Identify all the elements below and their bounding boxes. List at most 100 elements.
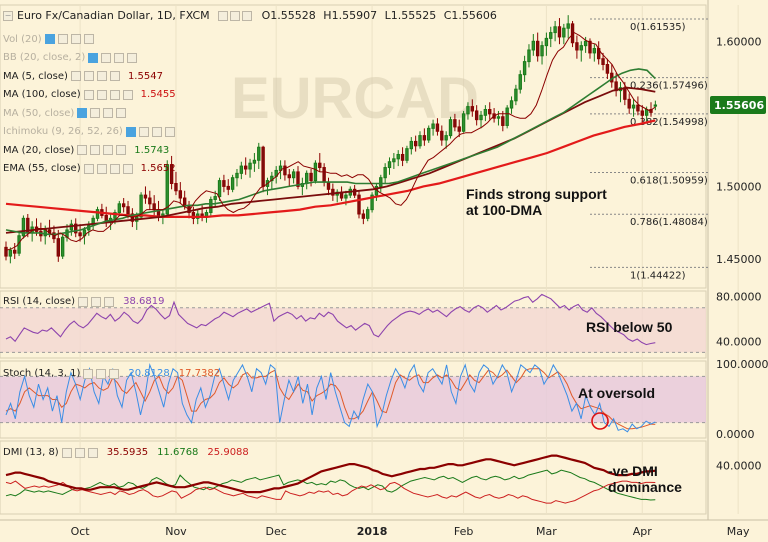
time-tick-label: 2018 [357,525,388,538]
candle-body [653,104,658,107]
close-icon[interactable] [109,71,120,81]
settings-icon[interactable] [57,34,68,44]
indicator-row[interactable]: MA (20, close) 1.5743 [3,143,169,157]
collapse-icon[interactable]: − [3,10,13,21]
indicator-row[interactable]: MA (100, close) 1.5455 [3,88,176,102]
indicator-row[interactable]: MA (50, close) [3,106,127,120]
indicator-row[interactable]: Ichimoku (9, 26, 52, 26) [3,125,175,139]
indicator-value: 1.5455 [140,89,176,100]
visibility-icon[interactable] [83,368,94,379]
indicator-name: MA (100, close) [3,89,81,100]
indicator-row[interactable]: MA (5, close) 1.5547 [3,69,163,83]
add-icon[interactable] [96,71,107,81]
ohlc-readout: O1.55528 H1.55907 L1.55525 C1.55606 [261,9,497,22]
candle-body [474,110,479,121]
dmi-panel [5,454,656,504]
settings-icon[interactable] [96,368,107,379]
visibility-icon[interactable] [77,145,88,155]
settings-icon[interactable] [90,145,101,155]
visibility-icon[interactable] [88,52,99,63]
close-icon[interactable] [127,52,138,63]
add-icon[interactable] [103,108,114,118]
close-icon[interactable] [87,447,98,458]
settings-icon[interactable] [91,296,102,307]
time-tick-label: Nov [165,525,187,538]
visibility-icon[interactable] [78,296,89,307]
indicator-value: 1.5652 [140,163,176,174]
candle-body [248,162,252,170]
fib-label: 1(1.44422) [630,270,686,281]
visibility-icon[interactable] [83,89,94,100]
settings-icon[interactable] [83,71,94,81]
add-icon[interactable] [151,126,162,137]
indicator-value: 1.5547 [127,70,163,82]
add-icon[interactable] [103,145,114,155]
candle-body [509,100,514,109]
indicator-row[interactable]: Vol (20) [3,32,94,46]
candle-body [174,183,178,192]
candle-body [296,171,300,187]
stoch-panel [0,363,706,433]
candle-body [405,148,409,161]
settings-icon[interactable] [96,163,107,174]
rsi-band [0,307,706,353]
settings-icon[interactable] [101,52,112,63]
indicator-name: EMA (55, close) [3,163,81,174]
current-price-badge[interactable]: 1.55606 [710,96,766,115]
candle-body [496,116,501,119]
candle-body [566,23,570,29]
candle-body [483,108,488,116]
time-axis: Oct Nov Dec 2018 Feb Mar Apr May [71,525,750,538]
candle-body [440,130,444,141]
time-tick-label: Mar [536,525,557,538]
close-icon[interactable] [104,296,115,307]
add-icon[interactable] [114,52,125,63]
ma100-line [5,119,656,218]
close-icon[interactable] [109,368,120,379]
candle-body [226,185,230,190]
settings-icon[interactable] [96,89,107,100]
rsi-tick-label: 40.0000 [716,335,762,348]
candle-body [95,209,100,219]
settings-icon[interactable] [138,126,149,137]
add-icon[interactable] [70,34,81,44]
settings-icon[interactable] [229,10,240,21]
close-icon[interactable] [164,126,175,137]
candle-body [505,107,509,126]
candle-body [575,42,579,51]
visibility-icon[interactable] [217,10,228,21]
candle-body [427,127,431,141]
visibility-icon[interactable] [125,126,136,137]
visibility-icon[interactable] [77,108,88,118]
price-tick-label: 1.50000 [716,180,762,193]
rsi-annotation: RSI below 50 [586,319,673,335]
indicator-row[interactable]: BB (20, close, 2) [3,51,138,65]
candle-body [583,40,588,47]
close-icon[interactable] [241,10,252,21]
indicator-row[interactable]: EMA (55, close) 1.5652 [3,162,176,176]
candle-body [309,172,313,182]
visibility-icon[interactable] [44,34,55,44]
visibility-icon[interactable] [70,71,81,81]
candle-body [522,61,527,76]
close-icon[interactable] [83,34,94,44]
candle-body [418,135,422,147]
settings-icon[interactable] [90,108,101,118]
candle-body [514,88,518,102]
add-icon[interactable] [109,89,120,100]
indicator-name: BB (20, close, 2) [3,52,86,63]
close-icon[interactable] [122,89,133,100]
time-tick-label: Apr [633,525,653,538]
close-icon[interactable] [116,108,127,118]
close-icon[interactable] [122,163,133,174]
add-icon[interactable] [109,163,120,174]
candle-body [379,177,383,187]
main-annotation: Finds strong support at 100-DMA [466,186,607,218]
visibility-icon[interactable] [61,447,72,458]
visibility-icon[interactable] [83,163,94,174]
candle-body [396,153,400,160]
settings-icon[interactable] [74,447,85,458]
close-icon[interactable] [116,145,127,155]
adx-line [5,454,656,494]
time-tick-label: Oct [71,525,91,538]
